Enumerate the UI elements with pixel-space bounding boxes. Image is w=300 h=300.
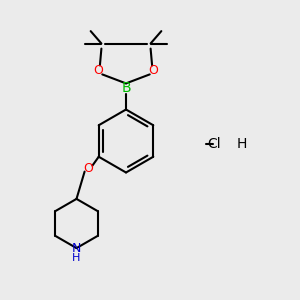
Text: B: B <box>121 82 131 95</box>
Text: O: O <box>149 64 158 77</box>
Text: H: H <box>72 253 81 263</box>
Text: O: O <box>84 162 93 175</box>
Text: O: O <box>94 64 103 77</box>
Text: Cl: Cl <box>208 137 221 151</box>
Text: N: N <box>72 242 81 255</box>
Text: H: H <box>236 137 247 151</box>
